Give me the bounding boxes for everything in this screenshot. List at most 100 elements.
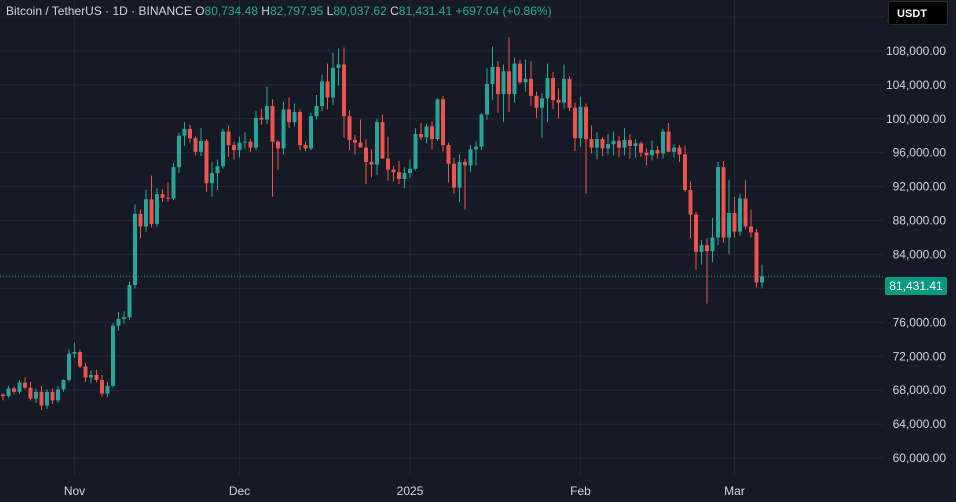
candle (402, 167, 407, 189)
candle (408, 159, 412, 179)
high-value: 82,797.95 (269, 4, 324, 18)
candle-body (573, 107, 577, 139)
candle-body (688, 190, 693, 215)
time-tick-label: Dec (229, 484, 250, 498)
candle-body (556, 100, 561, 103)
candle-body (435, 99, 440, 140)
candle (540, 93, 544, 139)
candle (606, 134, 610, 155)
price-axis-bg[interactable] (884, 0, 956, 475)
candle (78, 349, 82, 369)
candle (111, 323, 115, 388)
candle (155, 188, 159, 227)
candle (716, 162, 720, 246)
candle (688, 181, 693, 239)
candlestick-series (1, 37, 764, 410)
candle-body (127, 285, 132, 318)
candle (105, 381, 110, 397)
candle-body (177, 135, 181, 168)
candle-body (89, 374, 93, 378)
candle-body (226, 131, 231, 146)
candle (617, 135, 621, 157)
candle-body (402, 173, 407, 179)
candle (6, 385, 11, 398)
candle (265, 86, 269, 124)
candle (644, 148, 649, 166)
candle (529, 61, 533, 107)
candle-body (743, 198, 748, 227)
candle (320, 74, 324, 112)
price-tick-label: 76,000.00 (893, 315, 947, 329)
candle-body (380, 122, 385, 159)
candle-body (512, 63, 517, 95)
candle-body (485, 83, 489, 115)
candle-body (298, 111, 302, 146)
candle-body (644, 152, 649, 156)
candle (369, 149, 374, 178)
price-tick-label: 96,000.00 (893, 146, 947, 160)
candle-body (17, 382, 22, 392)
candle-body (732, 212, 737, 232)
candle-body (281, 109, 286, 149)
candle (177, 133, 181, 174)
candle-body (677, 147, 682, 155)
change-value: +697.04 (+0.86%) (455, 4, 552, 18)
symbol-title[interactable]: Bitcoin / TetherUS · 1D · BINANCE (6, 4, 192, 18)
candle (463, 158, 467, 210)
price-tick-label: 100,000.00 (886, 112, 946, 126)
time-tick-label: Feb (570, 484, 591, 498)
candle-body (738, 198, 742, 232)
currency-button[interactable]: USDT (888, 1, 948, 25)
price-tick-label: 68,000.00 (893, 383, 947, 397)
candle-body (672, 147, 676, 152)
price-tick-label: 88,000.00 (893, 214, 947, 228)
candle-body (386, 158, 390, 170)
candle (589, 125, 594, 154)
candle-body (358, 142, 363, 148)
price-tick-label: 64,000.00 (893, 417, 947, 431)
candle (221, 128, 225, 169)
candle (199, 128, 203, 157)
candle (661, 128, 665, 159)
candle (732, 196, 737, 238)
candle-body (166, 197, 170, 199)
price-tick-label: 60,000.00 (893, 451, 947, 465)
time-tick-label: 2025 (397, 484, 424, 498)
candle-body (441, 99, 445, 146)
candle (281, 101, 286, 155)
candle (298, 109, 302, 151)
candle-body (534, 95, 539, 108)
candle (749, 209, 753, 238)
candle-body (408, 168, 412, 174)
candle-body (716, 167, 720, 238)
candle-body (633, 143, 638, 146)
candle (633, 139, 638, 158)
candle (474, 141, 478, 166)
candle (67, 349, 71, 382)
candle (754, 229, 759, 288)
candle-body (589, 139, 594, 148)
candle-body (749, 226, 753, 233)
candle-body (639, 143, 643, 153)
candle-body (160, 194, 165, 198)
candle-body (567, 78, 572, 108)
time-tick-label: Nov (64, 484, 85, 498)
candle-body (23, 382, 27, 388)
candle (397, 161, 401, 185)
candle-body (204, 140, 209, 184)
candle-body (188, 128, 192, 139)
candle-body (265, 106, 269, 120)
candle (171, 162, 176, 201)
candle (358, 119, 363, 148)
candle-body (61, 380, 66, 390)
candle (650, 140, 654, 161)
candle-body (347, 116, 352, 140)
candle (342, 47, 346, 138)
candle-body (463, 162, 467, 166)
candle (364, 139, 368, 185)
candle (501, 64, 506, 123)
candle-body (105, 385, 110, 394)
time-axis[interactable]: Nov Dec 2025 Feb Mar (64, 484, 745, 498)
candle (160, 189, 165, 202)
